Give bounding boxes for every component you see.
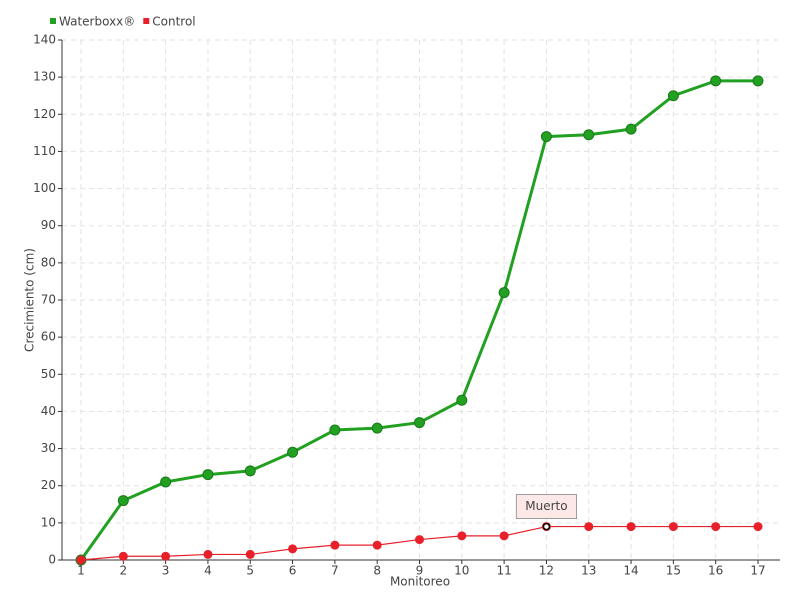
data-point: [498, 287, 510, 299]
y-tick-label: 90: [41, 218, 56, 232]
data-point: [330, 540, 340, 550]
data-point: [711, 522, 721, 532]
data-point: [583, 129, 595, 141]
data-point: [667, 90, 679, 102]
y-tick-label: 80: [41, 255, 56, 269]
x-tick-label: 2: [119, 564, 127, 578]
data-point: [456, 394, 468, 406]
data-point: [329, 424, 341, 436]
y-tick-label: 70: [41, 293, 56, 307]
x-tick-label: 11: [496, 564, 511, 578]
x-tick-label: 9: [416, 564, 424, 578]
annotation-box: [515, 494, 578, 519]
data-point: [584, 522, 594, 532]
data-point: [245, 549, 255, 559]
data-point: [752, 75, 764, 87]
y-tick-label: 30: [41, 441, 56, 455]
data-point: [287, 446, 299, 458]
y-axis-label: Crecimiento (cm): [23, 248, 37, 352]
y-tick-label: 120: [33, 107, 56, 121]
annotation-label: Muerto: [525, 499, 567, 513]
y-tick-label: 0: [48, 553, 56, 567]
data-point: [76, 555, 86, 565]
data-point: [457, 531, 467, 541]
data-point: [118, 551, 128, 561]
data-point: [203, 549, 213, 559]
data-point: [668, 522, 678, 532]
y-tick-label: 40: [41, 404, 56, 418]
data-point: [540, 131, 552, 143]
x-tick-label: 4: [204, 564, 212, 578]
data-point: [499, 531, 509, 541]
x-tick-label: 5: [246, 564, 254, 578]
x-tick-label: 6: [289, 564, 297, 578]
data-point: [288, 544, 298, 554]
x-tick-label: 17: [750, 564, 765, 578]
data-point: [415, 535, 424, 545]
data-point: [160, 476, 172, 488]
y-tick-label: 50: [41, 367, 56, 381]
data-point: [244, 465, 256, 477]
x-tick-label: 13: [581, 564, 596, 578]
y-tick-label: 10: [41, 515, 56, 529]
legend-label: Waterboxx®: [59, 15, 135, 29]
y-tick-label: 130: [33, 70, 56, 84]
x-tick-label: 12: [539, 564, 554, 578]
legend-swatch: [143, 18, 150, 24]
x-tick-label: 16: [708, 564, 723, 578]
x-tick-label: 14: [623, 564, 638, 578]
annotation-point: [542, 522, 551, 531]
data-point: [626, 522, 636, 532]
legend-swatch: [50, 18, 56, 24]
x-tick-label: 1: [77, 564, 85, 578]
data-point: [372, 540, 382, 550]
data-point: [753, 522, 763, 532]
legend-label: Control: [152, 15, 195, 29]
annotation: Muerto: [515, 494, 578, 519]
data-point: [371, 422, 383, 434]
y-tick-label: 110: [33, 144, 56, 158]
x-tick-label: 3: [162, 564, 170, 578]
x-axis-label: Monitoreo: [390, 575, 450, 589]
y-tick-label: 20: [41, 478, 56, 492]
y-tick-label: 100: [33, 181, 56, 195]
data-point: [202, 469, 214, 481]
data-point: [625, 123, 637, 135]
data-point: [414, 417, 425, 429]
data-point: [161, 551, 171, 561]
x-tick-label: 10: [454, 564, 469, 578]
y-tick-label: 140: [33, 33, 56, 47]
x-tick-label: 8: [373, 564, 381, 578]
x-tick-label: 7: [331, 564, 339, 578]
data-point: [117, 495, 129, 507]
x-tick-label: 15: [666, 564, 681, 578]
y-tick-label: 60: [41, 330, 56, 344]
data-point: [710, 75, 722, 87]
